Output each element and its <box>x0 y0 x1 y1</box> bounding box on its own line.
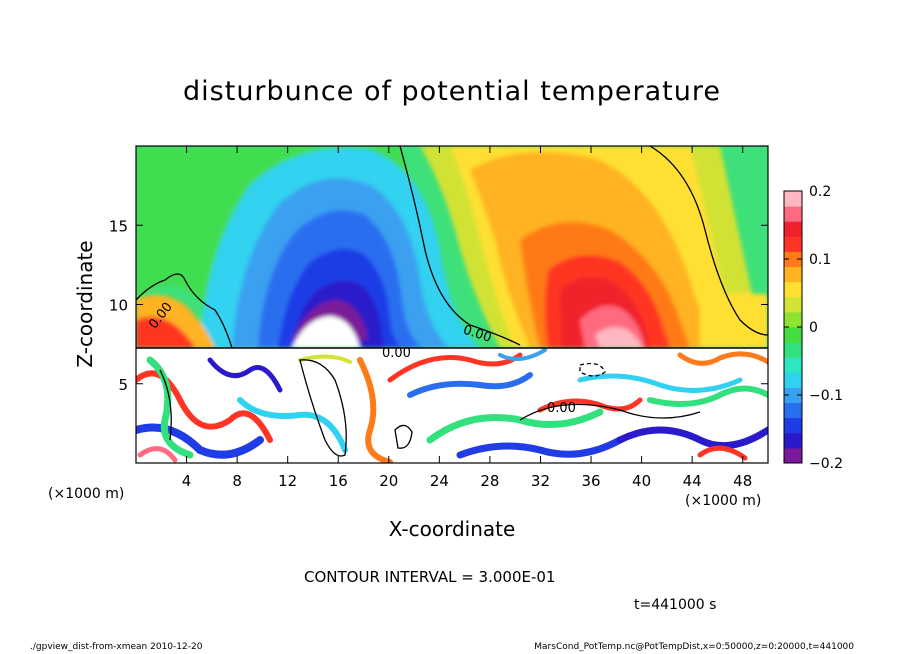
contour-lines <box>136 146 768 457</box>
colorbar-swatch <box>784 266 802 283</box>
colorbar-tick-label: 0 <box>809 320 818 336</box>
colorbar-ticks: 0.2 0.1 0 −0.1 −0.2 <box>784 184 843 472</box>
time-label: t=441000 s <box>634 597 717 613</box>
colorbar-swatch <box>784 402 802 419</box>
x-tick-label: 44 <box>683 472 702 490</box>
y-tick-label: 15 <box>109 217 128 235</box>
x-tick-label: 24 <box>430 472 449 490</box>
colorbar-tick-label: −0.2 <box>809 456 843 472</box>
colorbar-swatch <box>784 417 802 434</box>
lower-contour-1 <box>299 359 347 457</box>
colorbar-tick-label: −0.1 <box>809 388 843 404</box>
x-unit-left: (×1000 m) <box>48 486 124 502</box>
lower-contour-4 <box>519 403 701 421</box>
upper-layer <box>136 146 768 348</box>
lower-contour-3 <box>579 362 606 377</box>
region-neg-white <box>292 316 360 348</box>
y-axis-ticks: 5 10 15 <box>109 217 768 394</box>
x-tick-label: 36 <box>581 472 600 490</box>
x-tick-label: 16 <box>329 472 348 490</box>
colorbar-tick-label: 0.2 <box>809 184 831 200</box>
colorbar-swatch <box>784 311 802 328</box>
colorbar-swatch <box>784 236 802 252</box>
region-pos-pink-light <box>595 326 642 348</box>
colorbar-swatch <box>784 447 802 464</box>
colorbar <box>783 190 803 464</box>
x-axis-ticks: 4 8 12 16 20 24 28 32 36 40 44 48 <box>182 146 752 490</box>
x-unit-right: (×1000 m) <box>685 493 761 509</box>
colorbar-tick-label: 0.1 <box>809 252 831 268</box>
zero-contour-center <box>399 146 521 346</box>
colorbar-swatch <box>784 206 802 222</box>
colorbar-swatch <box>784 372 802 388</box>
chart-title: disturbunce of potential temperature <box>183 76 721 107</box>
y-tick-label: 5 <box>118 376 128 394</box>
colorbar-swatch <box>784 387 802 404</box>
colorbar-swatch <box>784 251 802 268</box>
colorbar-swatch <box>784 432 802 449</box>
zero-contour-right <box>649 146 768 336</box>
x-tick-label: 40 <box>632 472 651 490</box>
region-pos-right-orange <box>700 293 768 348</box>
x-tick-label: 4 <box>182 472 192 490</box>
lower-streaks <box>136 348 768 463</box>
colorbar-swatch <box>784 342 802 358</box>
x-tick-label: 48 <box>733 472 752 490</box>
contour-interval-label: CONTOUR INTERVAL = 3.000E-01 <box>304 568 556 586</box>
lower-layer <box>136 348 768 463</box>
x-tick-label: 20 <box>379 472 398 490</box>
heatmap-field <box>136 146 768 463</box>
lower-contour-2 <box>394 424 413 449</box>
colorbar-swatch <box>784 191 802 207</box>
x-tick-label: 28 <box>480 472 499 490</box>
y-axis-title: Z-coordinate <box>73 240 97 367</box>
y-tick-label: 10 <box>109 297 128 315</box>
footer-right: MarsCond_PotTemp.nc@PotTempDist,x=0:5000… <box>534 642 854 652</box>
colorbar-swatch <box>784 281 802 298</box>
zero-contour-left <box>136 273 233 349</box>
lower-contour-5 <box>159 369 172 441</box>
x-tick-label: 8 <box>232 472 242 490</box>
colorbar-swatch <box>784 357 802 373</box>
contour-label: 0.00 <box>382 346 411 361</box>
x-axis-title: X-coordinate <box>389 517 516 541</box>
colorbar-swatch <box>784 327 802 343</box>
colorbar-swatch <box>784 221 802 237</box>
footer-left: ./gpview_dist-from-xmean 2010-12-20 <box>30 642 203 652</box>
colorbar-swatch <box>784 296 802 313</box>
x-tick-label: 32 <box>531 472 550 490</box>
region-pos-left-red <box>136 316 195 348</box>
contour-label: 0.00 <box>547 401 576 416</box>
x-tick-label: 12 <box>278 472 297 490</box>
